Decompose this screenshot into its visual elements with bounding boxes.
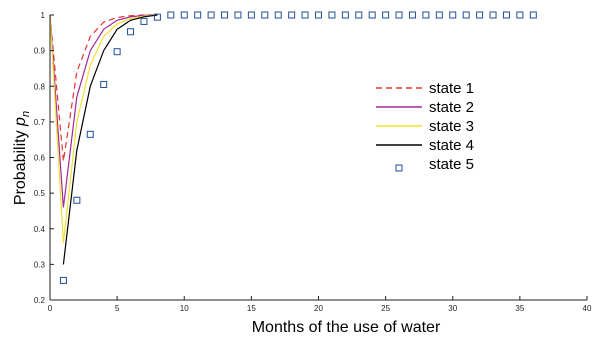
series-state-5-marker: [59, 276, 67, 284]
legend-state-1-label: state 1: [429, 80, 474, 97]
series-state-5-marker: [301, 11, 309, 19]
x-axis-label: Months of the use of water: [252, 319, 441, 336]
series-state-2-line: [49, 14, 158, 208]
y-axis-label-subscript: n: [20, 111, 32, 117]
y-tick-label: 0.5: [34, 189, 46, 198]
series-state-5-marker: [422, 11, 430, 19]
series-state-5-marker: [207, 11, 215, 19]
x-tick-label: 15: [247, 304, 256, 313]
y-tick-label: 0.9: [34, 47, 46, 56]
y-tick-label: 0.7: [34, 118, 46, 127]
series-state-5-marker: [449, 11, 457, 19]
y-axis-label: Probability pn: [12, 111, 32, 205]
series-state-5-marker: [113, 48, 121, 56]
series-state-5-marker: [153, 13, 161, 21]
y-tick-label: 0.2: [34, 296, 46, 305]
y-axis-label-symbol: p: [12, 117, 29, 127]
series-state-5-marker: [288, 11, 296, 19]
legend-state-5-label: state 5: [429, 156, 474, 173]
series-state-4-line: [62, 14, 158, 265]
series-state-5-marker: [180, 11, 188, 19]
x-tick-label: 35: [515, 304, 524, 313]
series-state-5-marker: [435, 11, 443, 19]
series-state-5-marker: [234, 11, 242, 19]
series-state-5-marker: [382, 11, 390, 19]
series-state-5-marker: [395, 11, 403, 19]
series-state-5-marker: [274, 11, 282, 19]
series-state-5-marker: [261, 11, 269, 19]
series-state-5-marker: [408, 11, 416, 19]
x-tick-label: 40: [583, 304, 592, 313]
series-state-5-marker: [73, 196, 81, 204]
series-state-5-marker: [247, 11, 255, 19]
series-state-5-marker: [368, 11, 376, 19]
series-state-5-marker: [502, 11, 510, 19]
x-tick-label: 0: [48, 304, 53, 313]
series-layer: [49, 11, 537, 284]
x-tick-label: 30: [448, 304, 457, 313]
legend-state-4-label: state 4: [429, 137, 474, 154]
ticks-layer: 0 5 10 15 20 25 30 35 40 0.2 0.3 0.4 0.5 0.6 0.7 0.8 0.9…: [34, 11, 592, 313]
series-state-5-marker: [194, 11, 202, 19]
x-tick-label: 25: [381, 304, 390, 313]
series-state-1-line: [49, 14, 158, 162]
x-tick-label: 10: [180, 304, 189, 313]
y-axis-label-text: Probability: [12, 130, 29, 205]
x-tick-label: 20: [314, 304, 323, 313]
series-state-5-marker: [462, 11, 470, 19]
y-tick-label: 1: [41, 11, 46, 20]
series-state-5-marker: [489, 11, 497, 19]
series-state-5-marker: [140, 17, 148, 25]
series-state-5-marker: [315, 11, 322, 19]
series-state-5-marker: [516, 11, 524, 19]
legend-state-5-swatch: [395, 164, 403, 172]
y-tick-label: 0.6: [34, 154, 46, 163]
series-state-5-marker: [100, 80, 108, 88]
series-state-5-marker: [86, 130, 94, 138]
legend: state 1 state 2 state 3 state 4 state 5: [376, 80, 474, 173]
series-state-5-marker: [127, 28, 135, 36]
series-state-5-marker: [529, 11, 537, 19]
series-state-5-marker: [355, 11, 363, 19]
legend-state-2-label: state 2: [429, 99, 474, 116]
y-tick-label: 0.4: [34, 225, 46, 234]
series-state-5-marker: [328, 11, 336, 19]
y-tick-label: 0.3: [34, 260, 46, 269]
series-state-5-marker: [476, 11, 484, 19]
x-tick-label: 5: [115, 304, 120, 313]
legend-state-3-label: state 3: [429, 118, 474, 135]
series-state-5-marker: [167, 11, 175, 19]
y-tick-label: 0.8: [34, 82, 46, 91]
series-state-5-marker: [341, 11, 349, 19]
series-state-5-marker: [221, 11, 229, 19]
series-state-3-line: [49, 14, 158, 244]
plot-area: [50, 15, 587, 300]
